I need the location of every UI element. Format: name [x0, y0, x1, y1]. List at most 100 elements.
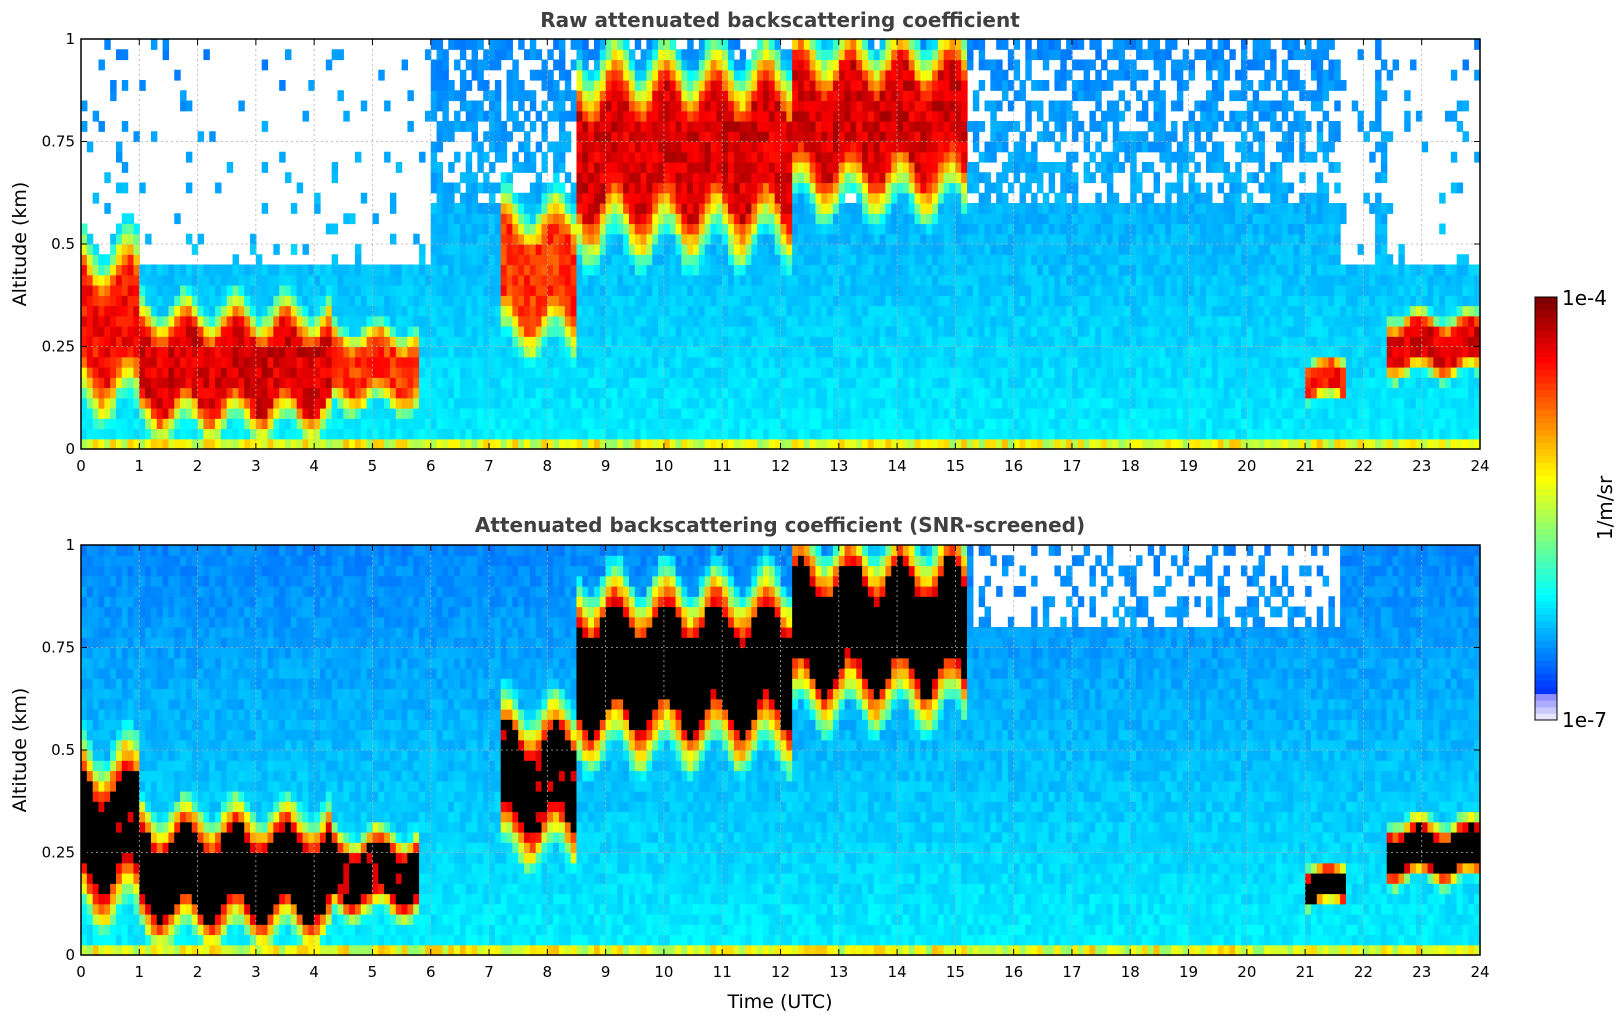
heatmap-cell: [681, 295, 688, 307]
heatmap-cell: [897, 428, 904, 440]
heatmap-cell: [728, 356, 735, 368]
heatmap-cell: [611, 151, 618, 163]
heatmap-cell: [407, 121, 414, 132]
heatmap-cell: [86, 264, 94, 276]
heatmap-cell: [611, 213, 618, 225]
heatmap-cell: [809, 162, 817, 173]
heatmap-cell: [803, 49, 811, 61]
heatmap-cell: [162, 305, 170, 317]
heatmap-cell: [885, 90, 892, 102]
heatmap-cell: [558, 254, 566, 266]
heatmap-cell: [419, 336, 426, 348]
heatmap-cell: [943, 192, 951, 204]
heatmap-cell: [628, 244, 636, 255]
heatmap-cell: [710, 377, 717, 389]
heatmap-cell: [617, 438, 624, 450]
heatmap-cell: [273, 244, 280, 255]
heatmap-cell: [553, 151, 560, 163]
heatmap-cell: [937, 274, 945, 286]
heatmap-cell: [1002, 274, 1009, 286]
heatmap-cell: [436, 49, 444, 61]
heatmap-cell: [343, 367, 350, 378]
heatmap-cell: [576, 418, 583, 430]
heatmap-cell: [792, 315, 799, 327]
heatmap-cell: [967, 336, 974, 348]
heatmap-cell: [751, 110, 758, 122]
heatmap-cell: [902, 80, 910, 91]
heatmap-cell: [786, 172, 793, 184]
heatmap-cell: [733, 254, 741, 266]
heatmap-cell: [267, 346, 274, 358]
heatmap-cell: [547, 356, 554, 368]
heatmap-cell: [763, 69, 770, 81]
heatmap-cell: [821, 285, 828, 296]
heatmap-cell: [693, 367, 700, 378]
heatmap-cell: [500, 346, 508, 358]
heatmap-cell: [471, 203, 478, 214]
heatmap-cell: [961, 377, 968, 389]
heatmap-cell: [494, 326, 502, 337]
heatmap-cell: [634, 80, 642, 91]
heatmap-cell: [290, 285, 298, 296]
heatmap-cell: [844, 172, 852, 184]
heatmap-cell: [331, 428, 339, 440]
heatmap-cell: [943, 80, 951, 91]
heatmap-cell: [477, 39, 484, 50]
heatmap-cell: [483, 49, 490, 61]
heatmap-cell: [768, 274, 776, 286]
heatmap-cell: [448, 367, 455, 378]
heatmap-cell: [827, 346, 834, 358]
heatmap-cell: [902, 346, 910, 358]
heatmap-cell: [599, 121, 607, 132]
heatmap-cell: [961, 326, 968, 337]
heatmap-cell: [757, 285, 764, 296]
heatmap-cell: [943, 418, 951, 430]
heatmap-cell: [786, 336, 793, 348]
heatmap-cell: [459, 192, 467, 204]
heatmap-cell: [285, 418, 292, 430]
heatmap-cell: [640, 254, 648, 266]
heatmap-cell: [500, 285, 508, 296]
heatmap-cell: [693, 244, 700, 255]
heatmap-cell: [646, 418, 653, 430]
heatmap-cell: [483, 285, 490, 296]
heatmap-cell: [529, 39, 537, 50]
heatmap-cell: [605, 192, 613, 204]
heatmap-cell: [104, 326, 111, 337]
heatmap-cell: [92, 418, 100, 430]
heatmap-cell: [867, 438, 875, 450]
heatmap-cell: [716, 39, 723, 50]
heatmap-cell: [768, 39, 776, 50]
heatmap-cell: [628, 203, 636, 214]
heatmap-cell: [716, 274, 723, 286]
heatmap-cell: [244, 428, 251, 440]
heatmap-cell: [844, 110, 852, 122]
heatmap-cell: [844, 346, 852, 358]
heatmap-cell: [203, 428, 210, 440]
heatmap-cell: [844, 356, 852, 368]
heatmap-cell: [203, 315, 210, 327]
heatmap-cell: [640, 346, 648, 358]
heatmap-cell: [687, 418, 694, 430]
heatmap-cell: [949, 408, 956, 419]
heatmap-cell: [914, 244, 921, 255]
heatmap-cell: [617, 295, 624, 307]
heatmap-cell: [908, 90, 916, 102]
heatmap-cell: [290, 315, 298, 327]
heatmap-cell: [891, 90, 898, 102]
heatmap-cell: [634, 182, 642, 194]
heatmap-cell: [611, 69, 618, 81]
heatmap-cell: [675, 254, 683, 266]
heatmap-cell: [646, 213, 653, 225]
heatmap-cell: [331, 305, 339, 317]
heatmap-cell: [366, 418, 374, 430]
heatmap-cell: [996, 203, 1003, 214]
heatmap-cell: [430, 233, 438, 245]
heatmap-cell: [98, 59, 105, 71]
heatmap-cell: [972, 408, 980, 419]
heatmap-cell: [489, 192, 496, 204]
heatmap-cell: [926, 336, 933, 348]
heatmap-cell: [797, 418, 805, 430]
heatmap-cell: [232, 264, 239, 276]
heatmap-cell: [366, 428, 374, 440]
